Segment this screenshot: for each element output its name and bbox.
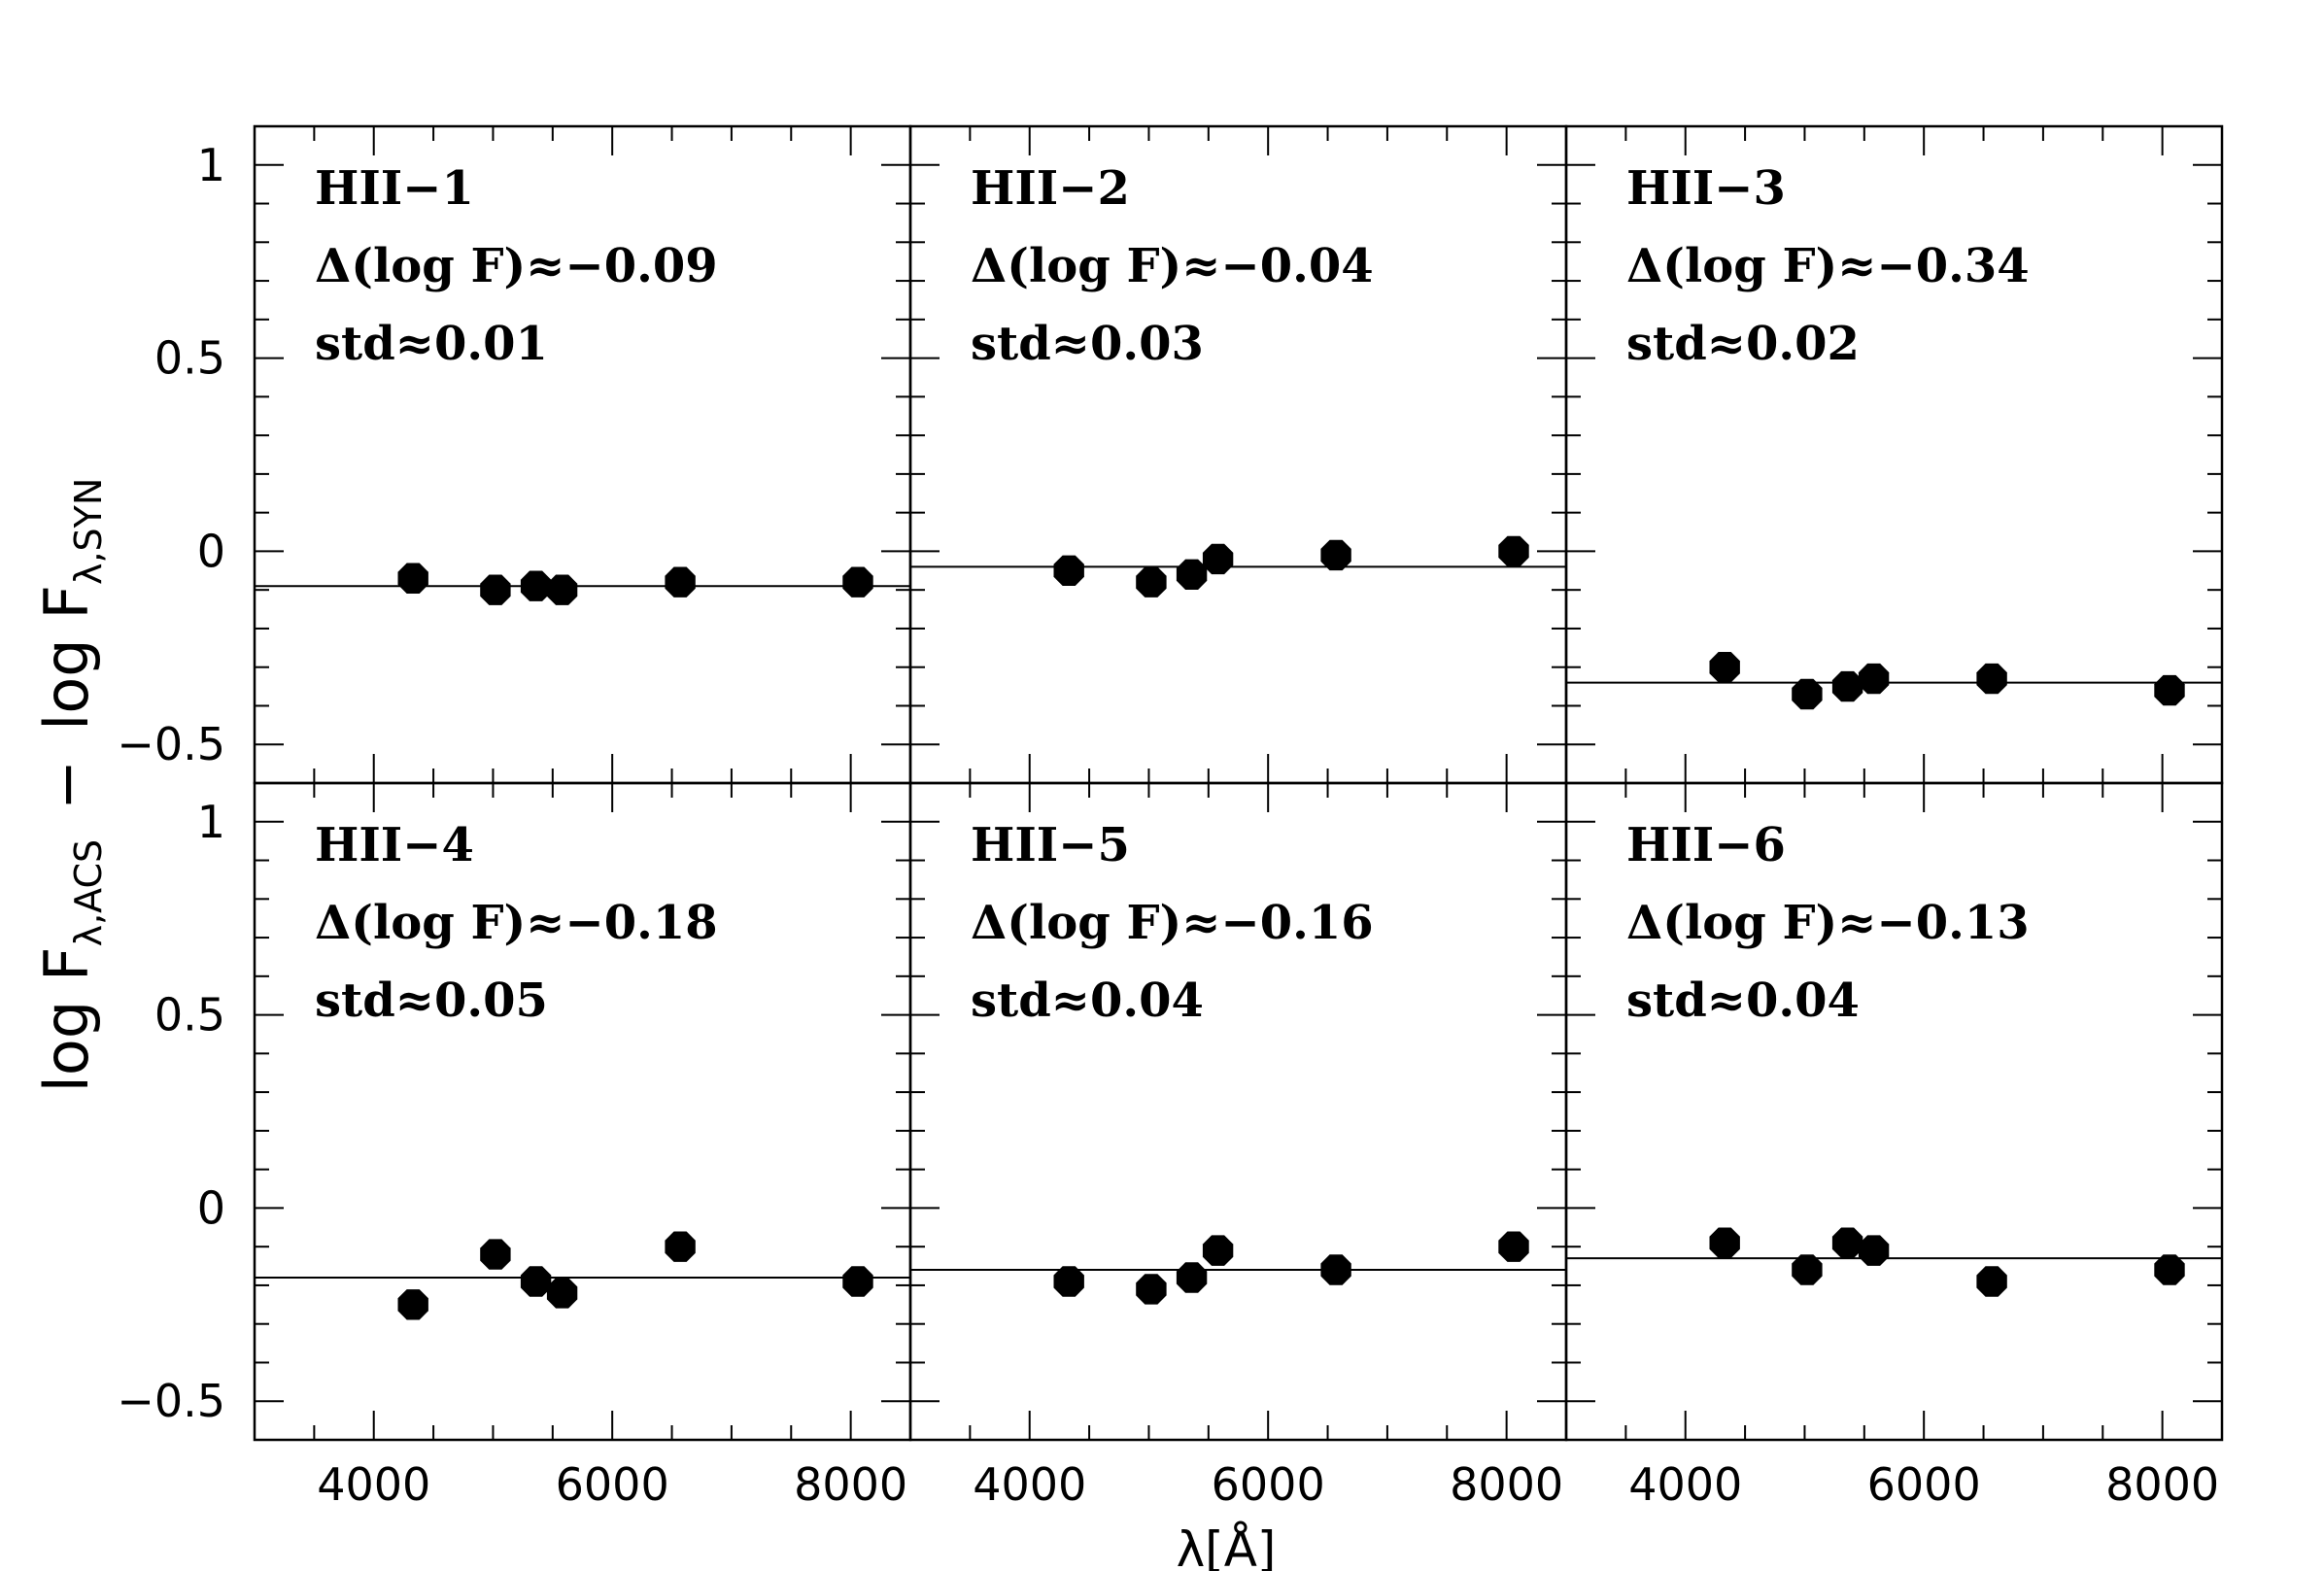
y-label-main: log F — [31, 946, 102, 1092]
data-point — [397, 1289, 428, 1320]
panel-hii-1: −0.5 0 0.5 1 HII−1 Δ(log F)≈−0.09 std≈0.01 — [117, 124, 912, 785]
std-annotation: std≈0.01 — [315, 317, 548, 371]
y-tick-label: 0 — [197, 1181, 225, 1234]
data-point — [1709, 1227, 1740, 1258]
y-label-main-sub: λ,ACS — [67, 839, 110, 947]
data-point — [520, 1266, 552, 1297]
delta-annotation: Δ(log F)≈−0.18 — [315, 896, 718, 950]
y-tick-label: −0.5 — [117, 718, 225, 770]
panels-group: −0.5 0 0.5 1 HII−1 Δ(log F)≈−0.09 std≈0.01 HII−… — [117, 124, 2224, 1511]
panel-frame — [1564, 124, 2224, 785]
y-label-second: log F — [31, 585, 102, 731]
panel-title: HII−4 — [315, 818, 474, 872]
y-axis-label: log Fλ,ACS−log Fλ,SYN — [31, 478, 110, 1093]
data-point — [1831, 1227, 1863, 1258]
x-axis-label: λ[Å] — [1177, 1521, 1277, 1571]
panel-hii-3: HII−3 Δ(log F)≈−0.34 std≈0.02 — [1564, 124, 2224, 785]
data-point — [1202, 1235, 1234, 1266]
data-point — [1053, 1266, 1084, 1297]
panel-title: HII−1 — [315, 161, 474, 216]
data-point — [1792, 678, 1823, 710]
data-point — [397, 563, 428, 594]
y-label-second-sub: λ,SYN — [67, 478, 110, 585]
std-annotation: std≈0.04 — [1626, 973, 1860, 1028]
data-point — [1320, 539, 1351, 571]
delta-annotation: Δ(log F)≈−0.09 — [315, 239, 718, 293]
std-annotation: std≈0.02 — [1626, 317, 1860, 371]
data-point — [2154, 674, 2185, 706]
data-point — [1498, 535, 1529, 567]
panel-title: HII−6 — [1626, 818, 1786, 872]
data-point — [1176, 559, 1208, 590]
delta-annotation: Δ(log F)≈−0.04 — [971, 239, 1374, 293]
data-point — [1831, 670, 1863, 702]
data-point — [1976, 663, 2007, 695]
std-annotation: std≈0.04 — [971, 973, 1204, 1028]
panel-frame — [253, 781, 912, 1442]
data-point — [1858, 1235, 1890, 1266]
y-tick-label: 1 — [197, 139, 225, 191]
data-point — [1053, 555, 1084, 586]
y-tick-label: 1 — [197, 796, 225, 848]
x-tick-label: 4000 — [1628, 1458, 1742, 1511]
data-point — [1858, 663, 1890, 695]
data-point — [1498, 1231, 1529, 1262]
data-point — [1176, 1262, 1208, 1293]
data-point — [546, 1278, 578, 1309]
panel-frame — [253, 124, 912, 785]
data-point — [665, 1231, 696, 1262]
x-tick-label: 4000 — [317, 1458, 430, 1511]
data-point — [2154, 1254, 2185, 1285]
panel-title: HII−3 — [1626, 161, 1786, 216]
y-tick-label: 0.5 — [154, 332, 225, 385]
y-tick-label: 0 — [197, 525, 225, 577]
data-point — [1136, 1274, 1167, 1305]
data-point — [1792, 1254, 1823, 1285]
data-point — [842, 566, 873, 598]
data-point — [665, 566, 696, 598]
data-point — [480, 574, 511, 605]
y-tick-label: −0.5 — [117, 1375, 225, 1427]
panel-frame — [1564, 781, 2224, 1442]
x-tick-label: 4000 — [973, 1458, 1086, 1511]
data-point — [1136, 566, 1167, 598]
std-annotation: std≈0.05 — [315, 973, 548, 1028]
x-tick-label: 6000 — [556, 1458, 669, 1511]
delta-annotation: Δ(log F)≈−0.34 — [1626, 239, 2030, 293]
y-tick-label: 0.5 — [154, 989, 225, 1042]
panel-title: HII−5 — [971, 818, 1130, 872]
delta-annotation: Δ(log F)≈−0.16 — [971, 896, 1374, 950]
data-point — [546, 574, 578, 605]
data-point — [1709, 652, 1740, 683]
panel-title: HII−2 — [971, 161, 1130, 216]
data-point — [842, 1266, 873, 1297]
panel-hii-4: 4000 6000 8000 −0.5 0 0.5 1 HII−4 Δ(log F)≈−0.18… — [117, 781, 912, 1511]
panel-frame — [908, 781, 1568, 1442]
x-tick-label: 8000 — [794, 1458, 907, 1511]
data-point — [1202, 543, 1234, 575]
data-point — [520, 570, 552, 601]
panel-hii-6: 4000 6000 8000 HII−6 Δ(log F)≈−0.13 std≈0.04 — [1564, 781, 2224, 1511]
data-point — [1976, 1266, 2007, 1297]
panel-hii-5: 4000 6000 8000 HII−5 Δ(log F)≈−0.16 std≈0.04 — [908, 781, 1568, 1511]
y-label-minus: − — [31, 760, 102, 810]
x-tick-label: 6000 — [1212, 1458, 1325, 1511]
data-point — [1320, 1254, 1351, 1285]
x-tick-label: 8000 — [1450, 1458, 1563, 1511]
data-point — [480, 1239, 511, 1270]
x-tick-label: 6000 — [1867, 1458, 1981, 1511]
x-tick-label: 8000 — [2105, 1458, 2219, 1511]
std-annotation: std≈0.03 — [971, 317, 1204, 371]
delta-annotation: Δ(log F)≈−0.13 — [1626, 896, 2030, 950]
panel-hii-2: HII−2 Δ(log F)≈−0.04 std≈0.03 — [908, 124, 1568, 785]
panel-frame — [908, 124, 1568, 785]
